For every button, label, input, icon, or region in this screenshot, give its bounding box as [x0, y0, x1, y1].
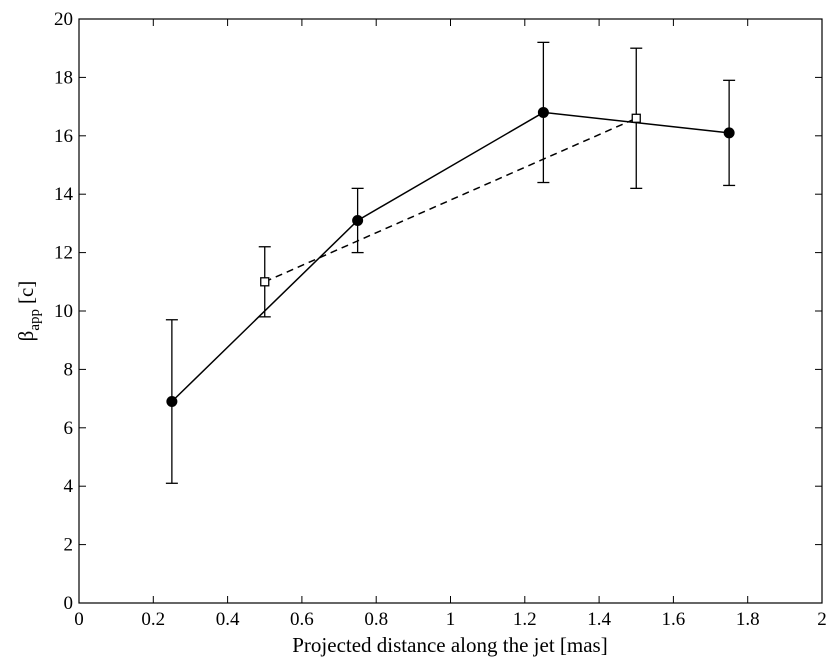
- y-tick-label: 8: [64, 359, 74, 380]
- x-tick-label: 0.8: [364, 609, 388, 630]
- y-axis-title: βapp [c]: [14, 281, 43, 342]
- x-tick-label: 1.2: [513, 609, 537, 630]
- y-tick-label: 0: [64, 593, 74, 614]
- x-tick-label: 0.4: [216, 609, 240, 630]
- data-point-circle: [352, 214, 364, 226]
- y-tick-label: 10: [54, 301, 73, 322]
- x-tick-label: 0.6: [290, 609, 314, 630]
- y-axis-symbol: β: [14, 331, 38, 342]
- data-point-circle: [537, 106, 549, 118]
- axis-tick-labels: 0 0.2 0.4 0.6 0.8 1 1.2 1.4 1.6 1.8 20246810121416…: [54, 9, 827, 630]
- plot-frame: [78, 18, 823, 604]
- data-point-circle: [166, 396, 178, 408]
- y-axis-unit: [c]: [14, 281, 38, 304]
- x-axis-title: Projected distance along the jet [mas]: [292, 633, 607, 657]
- error-bars: [165, 41, 736, 484]
- x-tick-label: 2: [817, 609, 827, 630]
- series-lines: [171, 111, 730, 403]
- y-tick-label: 4: [64, 476, 74, 497]
- y-tick-label: 2: [64, 535, 74, 556]
- data-point-circle: [723, 127, 735, 139]
- y-tick-label: 12: [54, 243, 73, 264]
- x-tick-label: 0.2: [141, 609, 165, 630]
- data-point-square: [260, 277, 270, 287]
- y-tick-label: 20: [54, 9, 73, 30]
- series-line-1: [171, 111, 730, 403]
- x-tick-label: 1.6: [662, 609, 686, 630]
- y-tick-label: 6: [64, 418, 74, 439]
- x-tick-label: 0: [74, 609, 84, 630]
- x-tick-label: 1.4: [587, 609, 611, 630]
- y-axis-subscript: app: [27, 309, 43, 331]
- y-tick-label: 14: [54, 184, 74, 205]
- x-tick-label: 1.8: [736, 609, 760, 630]
- series-line-2: [264, 117, 637, 283]
- x-tick-label: 1: [446, 609, 456, 630]
- y-tick-label: 18: [54, 67, 73, 88]
- data-point-square: [631, 113, 641, 123]
- axis-ticks: [78, 18, 823, 604]
- data-markers: [166, 106, 735, 408]
- y-tick-label: 16: [54, 126, 73, 147]
